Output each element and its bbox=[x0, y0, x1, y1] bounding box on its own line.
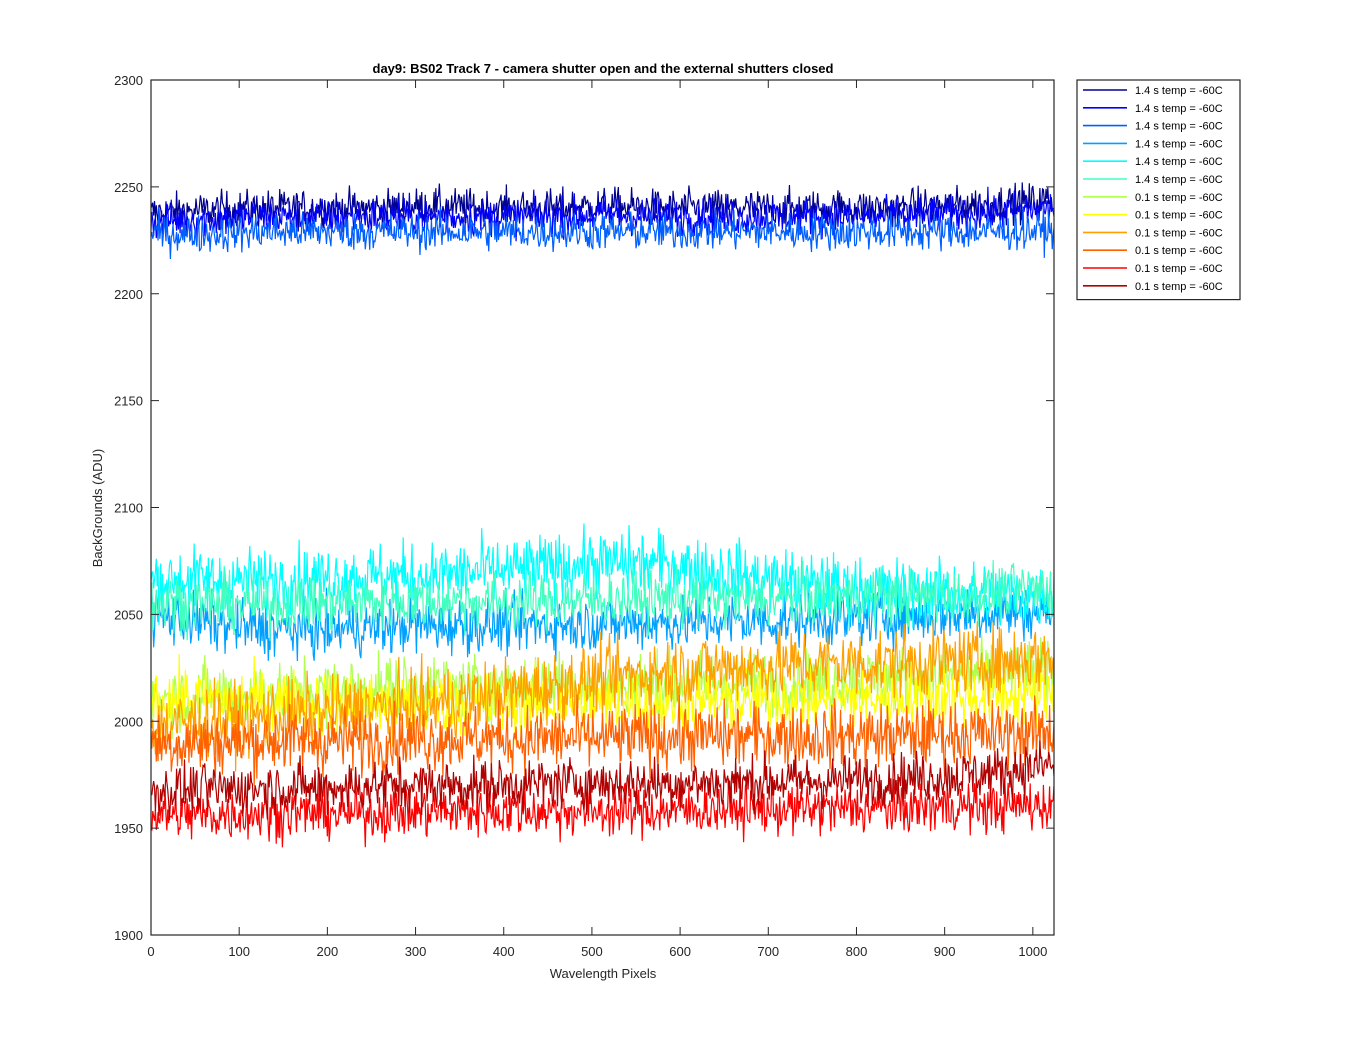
x-tick-label-0: 0 bbox=[147, 944, 154, 959]
x-tick-label-9: 900 bbox=[934, 944, 956, 959]
series-line-4 bbox=[151, 583, 1054, 662]
y-tick-label-0: 1900 bbox=[114, 928, 143, 943]
y-tick-label-2: 2000 bbox=[114, 714, 143, 729]
series-line-12 bbox=[151, 740, 1054, 820]
legend-label-6: 1.4 s temp = -60C bbox=[1135, 174, 1223, 186]
y-tick-label-7: 2250 bbox=[114, 180, 143, 195]
legend-label-8: 0.1 s temp = -60C bbox=[1135, 210, 1223, 222]
chart-title: day9: BS02 Track 7 - camera shutter open… bbox=[373, 61, 834, 76]
y-tick-label-6: 2200 bbox=[114, 287, 143, 302]
legend-label-12: 0.1 s temp = -60C bbox=[1135, 281, 1223, 293]
x-tick-label-4: 400 bbox=[493, 944, 515, 959]
x-tick-label-8: 800 bbox=[846, 944, 868, 959]
series-line-6 bbox=[151, 560, 1054, 641]
legend-label-1: 1.4 s temp = -60C bbox=[1135, 85, 1223, 97]
legend-label-7: 0.1 s temp = -60C bbox=[1135, 192, 1223, 204]
legend-box bbox=[1076, 79, 1241, 301]
legend-label-11: 0.1 s temp = -60C bbox=[1135, 263, 1223, 275]
chart-legend: 1.4 s temp = -60C 1.4 s temp = -60C 1.4 s … bbox=[1076, 79, 1241, 301]
legend-label-10: 0.1 s temp = -60C bbox=[1135, 245, 1223, 257]
series-line-1 bbox=[151, 182, 1054, 236]
legend-label-4: 1.4 s temp = -60C bbox=[1135, 138, 1223, 150]
x-tick-label-5: 500 bbox=[581, 944, 603, 959]
y-tick-label-3: 2050 bbox=[114, 607, 143, 622]
x-tick-label-6: 600 bbox=[669, 944, 691, 959]
x-tick-label-10: 1000 bbox=[1018, 944, 1047, 959]
x-tick-label-7: 700 bbox=[757, 944, 779, 959]
y-tick-label-1: 1950 bbox=[114, 821, 143, 836]
series-line-11 bbox=[151, 774, 1054, 848]
legend-label-2: 1.4 s temp = -60C bbox=[1135, 103, 1223, 115]
y-tick-label-5: 2150 bbox=[114, 394, 143, 409]
legend-label-5: 1.4 s temp = -60C bbox=[1135, 156, 1223, 168]
series-line-3 bbox=[151, 206, 1054, 260]
y-axis-label: BackGrounds (ADU) bbox=[90, 449, 105, 567]
y-tick-label-8: 2300 bbox=[114, 73, 143, 88]
legend-label-9: 0.1 s temp = -60C bbox=[1135, 227, 1223, 239]
legend-label-3: 1.4 s temp = -60C bbox=[1135, 121, 1223, 133]
plot-area: 0 100 200 300 400 500 600 700 800 900 1000 1900 1950… bbox=[114, 73, 1055, 959]
x-axis-label: Wavelength Pixels bbox=[550, 966, 657, 981]
series-line-10 bbox=[151, 694, 1054, 786]
y-tick-label-4: 2100 bbox=[114, 501, 143, 516]
x-tick-label-3: 300 bbox=[405, 944, 427, 959]
x-tick-label-1: 100 bbox=[228, 944, 250, 959]
x-tick-label-2: 200 bbox=[317, 944, 339, 959]
